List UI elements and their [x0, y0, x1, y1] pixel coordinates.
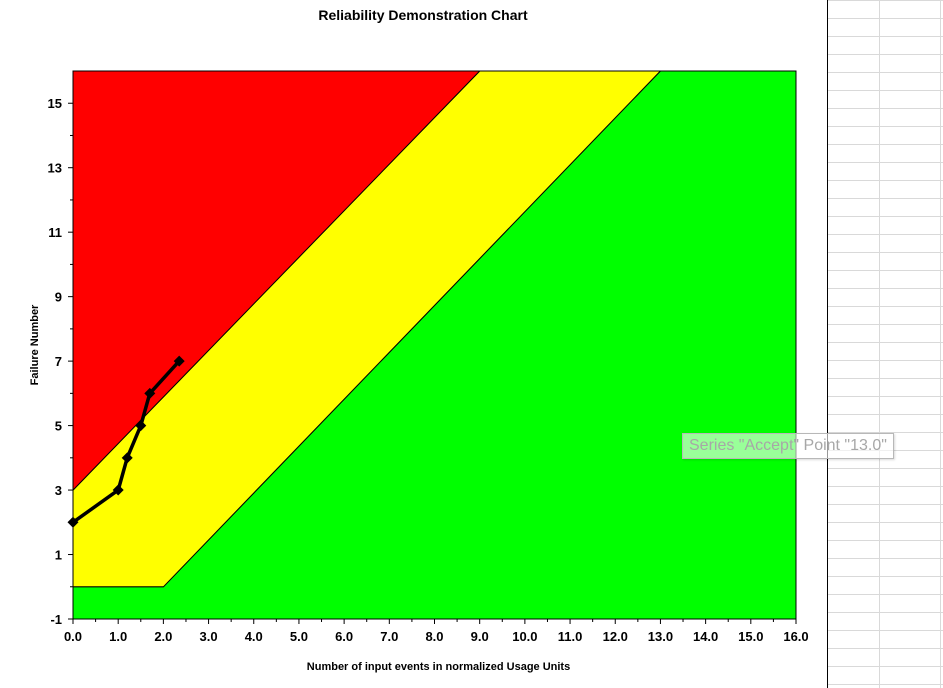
x-tick-label: 16.0 — [783, 629, 808, 644]
series-marker[interactable] — [144, 387, 156, 399]
y-tick-label: 15 — [48, 96, 62, 111]
x-tick-label: 2.0 — [154, 629, 172, 644]
series-marker[interactable] — [112, 484, 124, 496]
x-tick-label: 15.0 — [738, 629, 763, 644]
x-tick-label: 1.0 — [109, 629, 127, 644]
x-tick-label: 3.0 — [200, 629, 218, 644]
series-marker[interactable] — [135, 420, 147, 432]
x-tick-label: 6.0 — [335, 629, 353, 644]
y-tick-label: -1 — [50, 612, 62, 627]
x-axis-title: Number of input events in normalized Usa… — [307, 661, 570, 673]
y-tick-label: 3 — [55, 483, 62, 498]
x-tick-label: 7.0 — [380, 629, 398, 644]
x-tick-label: 4.0 — [245, 629, 263, 644]
series-marker[interactable] — [173, 355, 185, 367]
x-tick-label: 5.0 — [290, 629, 308, 644]
series-marker[interactable] — [67, 516, 79, 528]
x-tick-label: 13.0 — [648, 629, 673, 644]
x-tick-label: 0.0 — [64, 629, 82, 644]
x-tick-label: 14.0 — [693, 629, 718, 644]
x-tick-label: 12.0 — [603, 629, 628, 644]
plot-area[interactable] — [72, 70, 797, 620]
series-marker[interactable] — [121, 452, 133, 464]
y-tick-label: 9 — [55, 290, 62, 305]
chart-title: Reliability Demonstration Chart — [318, 7, 528, 23]
y-axis-title: Failure Number — [29, 304, 41, 385]
y-tick-label: 13 — [48, 161, 62, 176]
x-tick-label: 9.0 — [471, 629, 489, 644]
x-tick-label: 10.0 — [512, 629, 537, 644]
y-tick-label: 7 — [55, 354, 62, 369]
series-line[interactable] — [71, 359, 181, 524]
y-tick-label: 5 — [55, 419, 62, 434]
series-tooltip: Series "Accept" Point "13.0" — [682, 433, 894, 459]
y-tick-label: 1 — [55, 548, 62, 563]
y-tick-label: 11 — [48, 225, 62, 240]
failure-series[interactable] — [67, 355, 185, 528]
x-tick-label: 11.0 — [558, 629, 583, 644]
axes: 0.0 1.0 2.0 3.0 4.0 5.0 6.0 7.0 8.0 9.0 10.0 11.0 12… — [48, 96, 809, 644]
x-tick-label: 8.0 — [425, 629, 443, 644]
